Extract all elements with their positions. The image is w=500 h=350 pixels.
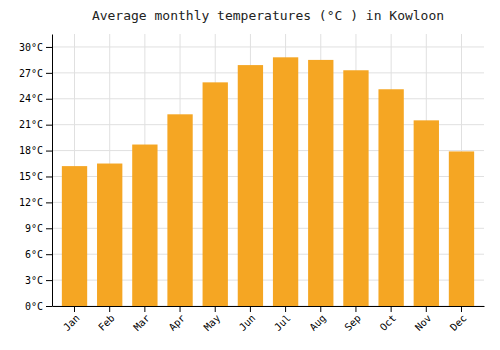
x-tick-mark (74, 306, 75, 312)
y-tick-mark (46, 125, 52, 126)
bar (132, 145, 157, 306)
y-tick: 6°C (25, 249, 52, 260)
y-tick: 21°C (19, 119, 52, 130)
y-tick-label: 15°C (19, 171, 43, 182)
x-tick: Jul (272, 306, 293, 333)
x-tick-label: Sep (342, 312, 363, 333)
x-tick-mark (461, 306, 462, 312)
y-tick-label: 0°C (25, 301, 43, 312)
x-tick-label: Apr (167, 312, 188, 333)
bar (343, 70, 368, 306)
x-tick-mark (355, 306, 356, 312)
y-tick-label: 30°C (19, 42, 43, 53)
x-tick-mark (391, 306, 392, 312)
x-tick: Jan (61, 306, 82, 333)
y-tick-mark (46, 228, 52, 229)
x-tick: Nov (413, 306, 434, 333)
bar (273, 57, 298, 306)
y-tick: 12°C (19, 197, 52, 208)
x-tick-mark (215, 306, 216, 312)
grid-line-y (52, 98, 484, 99)
bar (203, 82, 228, 306)
x-tick-mark (180, 306, 181, 312)
x-tick: Feb (96, 306, 117, 333)
y-tick-mark (46, 73, 52, 74)
x-tick-label: Dec (448, 312, 469, 333)
y-tick: 18°C (19, 145, 52, 156)
y-tick-label: 6°C (25, 249, 43, 260)
y-tick-label: 9°C (25, 223, 43, 234)
x-tick-label: Aug (307, 312, 328, 333)
y-tick: 30°C (19, 42, 52, 53)
x-tick-mark (144, 306, 145, 312)
y-tick: 15°C (19, 171, 52, 182)
x-tick-label: Mar (131, 312, 152, 333)
chart: Jan Feb Mar Apr May Jun Jul Aug Sep Oct Nov Dec 0°C 3… (0, 0, 500, 350)
grid (52, 34, 484, 306)
y-tick-mark (46, 202, 52, 203)
y-tick-mark (46, 176, 52, 177)
y-tick: 24°C (19, 93, 52, 104)
x-tick-mark (109, 306, 110, 312)
x-tick-mark (426, 306, 427, 312)
title: Average monthly temperatures (°C ) in Ko… (92, 8, 444, 23)
y-tick-mark (46, 47, 52, 48)
y-tick-mark (46, 280, 52, 281)
y-axis: 0°C 3°C 6°C 9°C 12°C 15°C 18°C 21°C 24°C 27°C 30°C (19, 35, 53, 312)
bar (414, 120, 439, 306)
x-tick-label: May (202, 312, 223, 333)
y-tick-label: 18°C (19, 145, 43, 156)
y-tick-mark (46, 254, 52, 255)
y-tick: 9°C (25, 223, 52, 234)
y-tick-mark (46, 151, 52, 152)
x-axis: Jan Feb Mar Apr May Jun Jul Aug Sep Oct Nov Dec (53, 306, 485, 333)
x-tick-label: Jan (61, 312, 82, 333)
bar (97, 164, 122, 306)
x-tick: Apr (167, 306, 188, 333)
x-tick-label: Feb (96, 312, 117, 333)
x-tick-mark (250, 306, 251, 312)
x-tick: Oct (378, 306, 399, 333)
bar (378, 89, 403, 306)
plot-area: Jan Feb Mar Apr May Jun Jul Aug Sep Oct Nov Dec 0°C 3… (19, 34, 485, 333)
y-tick-label: 24°C (19, 93, 43, 104)
grid-line-y (52, 46, 484, 47)
x-tick: Dec (448, 306, 469, 333)
y-tick: 3°C (25, 275, 52, 286)
y-tick-label: 27°C (19, 68, 43, 79)
x-tick: Sep (342, 306, 363, 333)
x-tick-label: Oct (378, 312, 399, 333)
bar (308, 60, 333, 306)
y-tick-label: 21°C (19, 119, 43, 130)
grid-line-y (52, 72, 484, 73)
x-axis-line (53, 306, 485, 307)
x-tick-label: Jun (237, 312, 258, 333)
x-tick-label: Nov (413, 312, 434, 333)
x-tick: Aug (307, 306, 328, 333)
y-tick-label: 3°C (25, 275, 43, 286)
bar (167, 114, 192, 306)
bar (62, 166, 87, 306)
y-tick-label: 12°C (19, 197, 43, 208)
bars (62, 57, 474, 306)
x-tick: Jun (237, 306, 258, 333)
y-tick: 27°C (19, 68, 52, 79)
x-tick: Mar (131, 306, 152, 333)
x-tick-mark (320, 306, 321, 312)
bar (238, 65, 263, 306)
x-tick-mark (285, 306, 286, 312)
x-tick: May (202, 306, 223, 333)
x-tick-label: Jul (272, 312, 293, 333)
y-axis-line (52, 35, 53, 307)
y-tick-mark (46, 306, 52, 307)
bar (449, 151, 474, 306)
y-tick-mark (46, 99, 52, 100)
y-tick: 0°C (25, 301, 52, 312)
